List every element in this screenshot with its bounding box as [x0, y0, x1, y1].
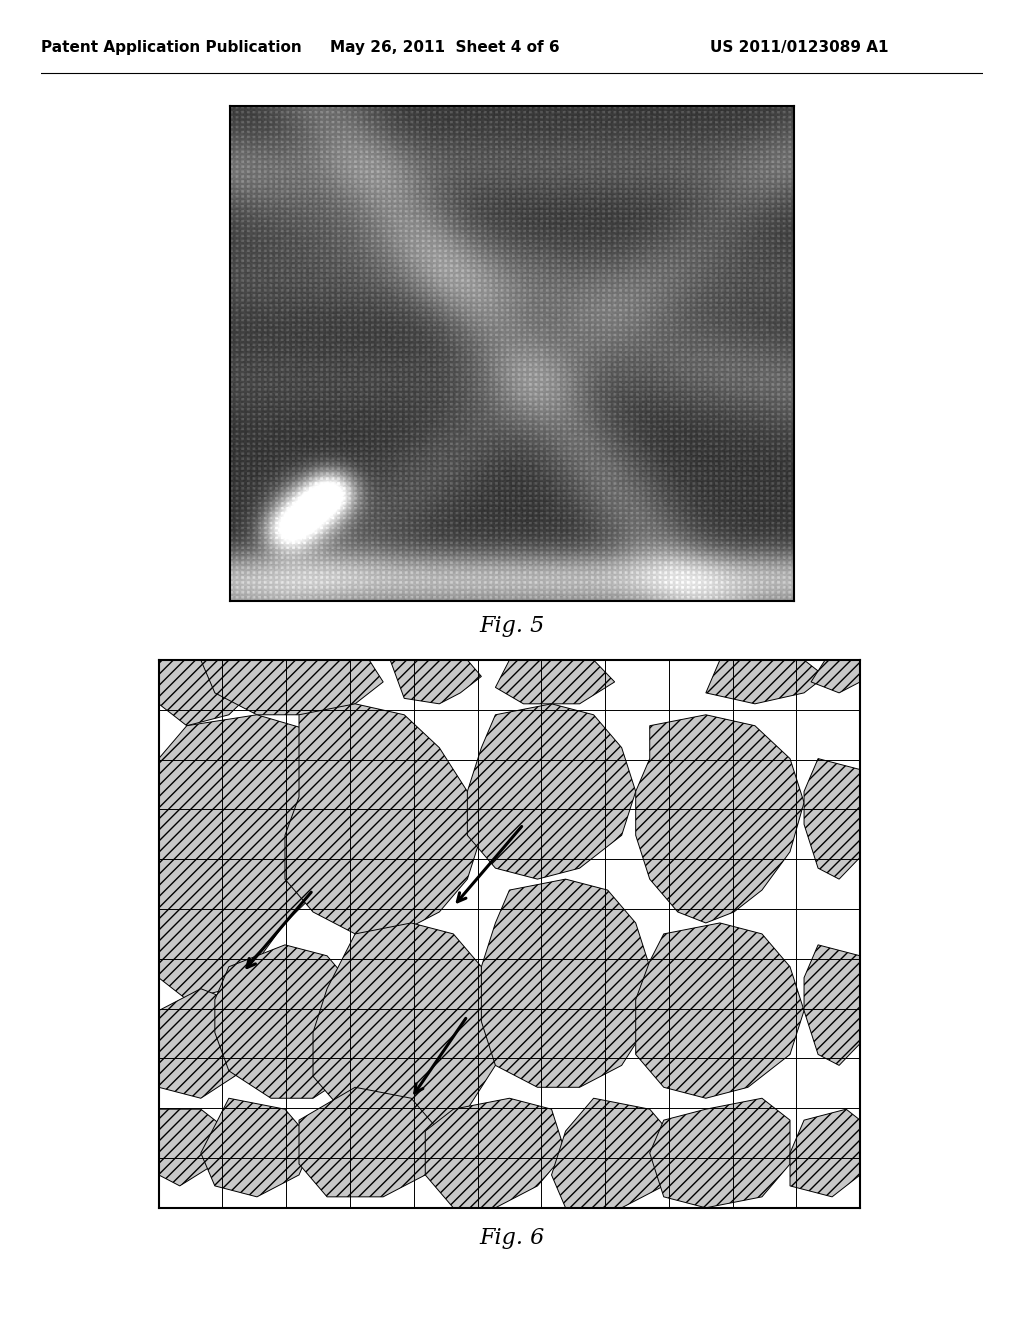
- Polygon shape: [496, 660, 614, 704]
- Polygon shape: [159, 1109, 229, 1185]
- Text: Patent Application Publication: Patent Application Publication: [41, 40, 302, 55]
- Polygon shape: [552, 1098, 678, 1208]
- Polygon shape: [811, 660, 860, 693]
- Polygon shape: [299, 1088, 439, 1197]
- Text: Fig. 6: Fig. 6: [479, 1228, 545, 1249]
- Polygon shape: [159, 989, 257, 1098]
- Polygon shape: [804, 759, 860, 879]
- Polygon shape: [390, 660, 481, 704]
- Polygon shape: [159, 715, 370, 999]
- Polygon shape: [215, 945, 370, 1098]
- Polygon shape: [313, 923, 496, 1131]
- Polygon shape: [201, 660, 383, 715]
- Polygon shape: [425, 1098, 565, 1208]
- Polygon shape: [159, 660, 257, 726]
- Text: Fig. 5: Fig. 5: [479, 615, 545, 636]
- Text: US 2011/0123089 A1: US 2011/0123089 A1: [710, 40, 888, 55]
- Polygon shape: [201, 1098, 313, 1197]
- Polygon shape: [706, 660, 825, 704]
- Polygon shape: [285, 704, 481, 935]
- Polygon shape: [636, 715, 804, 923]
- Polygon shape: [649, 1098, 791, 1208]
- Polygon shape: [791, 1109, 860, 1197]
- Polygon shape: [481, 879, 649, 1088]
- Text: May 26, 2011  Sheet 4 of 6: May 26, 2011 Sheet 4 of 6: [331, 40, 560, 55]
- Polygon shape: [804, 945, 860, 1065]
- Polygon shape: [467, 704, 636, 879]
- Polygon shape: [636, 923, 804, 1098]
